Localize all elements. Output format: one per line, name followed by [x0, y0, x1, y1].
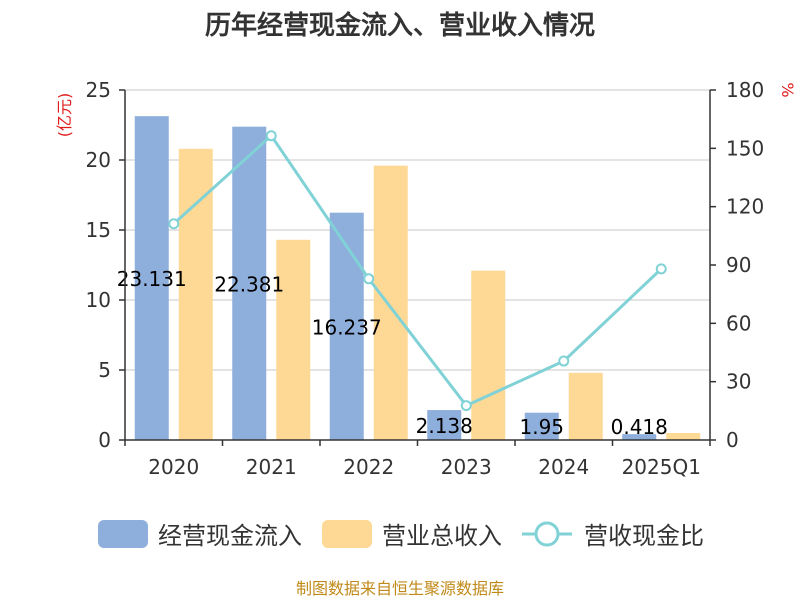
x-tick-label: 2020 [148, 455, 199, 479]
right-tick-label: 60 [726, 311, 751, 335]
data-labels: 23.131 22.381 16.237 2.138 1.95 0.418 [117, 267, 668, 439]
source-note: 制图数据来自恒生聚源数据库 [296, 579, 504, 598]
ratio-line [168, 130, 667, 412]
ratio-point [363, 273, 375, 285]
left-tick-label: 10 [86, 288, 111, 312]
bars [134, 116, 701, 441]
data-label-cash-inflow: 23.131 [117, 267, 187, 291]
bar-cash-inflow [427, 410, 462, 440]
left-tick-label: 0 [98, 428, 111, 452]
ratio-line-path [172, 133, 663, 408]
data-label-cash-inflow: 0.418 [611, 415, 668, 439]
bar-cash-inflow [622, 434, 657, 440]
data-label-cash-inflow: 16.237 [312, 315, 382, 339]
left-tick-label: 15 [86, 218, 111, 242]
ratio-point [168, 218, 180, 230]
right-tick-label: 120 [726, 195, 764, 219]
right-tick-label: 0 [726, 428, 739, 452]
right-tick-label: 150 [726, 136, 764, 160]
x-tick-label: 2022 [343, 455, 394, 479]
legend: 经营现金流入 营业总收入 营收现金比 [98, 520, 704, 550]
legend-label-revenue: 营业总收入 [382, 522, 502, 550]
right-axis-unit: % [778, 82, 797, 97]
bar-cash-inflow [329, 212, 364, 440]
bar-revenue [276, 239, 311, 440]
axes: 0 5 10 15 20 25 0 30 60 90 120 150 180 2020 2021 2022 20… [86, 78, 765, 479]
data-label-cash-inflow: 1.95 [519, 415, 564, 439]
x-tick-label: 2024 [538, 455, 589, 479]
bar-revenue [373, 165, 408, 440]
right-tick-label: 30 [726, 370, 751, 394]
right-tick-label: 180 [726, 78, 764, 102]
left-tick-label: 25 [86, 78, 111, 102]
chart-title: 历年经营现金流入、营业收入情况 [205, 10, 595, 41]
data-label-cash-inflow: 22.381 [214, 272, 284, 296]
ratio-point [655, 263, 667, 275]
ratio-point [558, 355, 570, 367]
bar-revenue [471, 270, 506, 440]
x-tick-label: 2025Q1 [622, 455, 701, 479]
bar-revenue [568, 372, 603, 440]
legend-swatch-revenue [322, 520, 372, 548]
bar-revenue [666, 433, 701, 440]
ratio-point [460, 400, 472, 412]
ratio-point [265, 130, 277, 142]
legend-label-cash-inflow: 经营现金流入 [158, 522, 302, 550]
left-axis-unit: (亿元) [55, 93, 74, 138]
x-tick-label: 2023 [441, 455, 492, 479]
bar-cash-inflow [232, 126, 267, 440]
left-tick-label: 5 [98, 358, 111, 382]
legend-marker-ratio [534, 521, 560, 547]
grid-lines [125, 89, 710, 371]
bar-cash-inflow [524, 412, 559, 440]
data-label-cash-inflow: 2.138 [416, 414, 473, 438]
left-tick-label: 20 [86, 148, 111, 172]
bar-cash-inflow [134, 116, 169, 440]
legend-label-ratio: 营收现金比 [584, 522, 704, 550]
legend-swatch-cash-inflow [98, 520, 148, 548]
right-tick-label: 90 [726, 253, 751, 277]
x-tick-label: 2021 [246, 455, 297, 479]
bar-revenue [178, 148, 213, 441]
